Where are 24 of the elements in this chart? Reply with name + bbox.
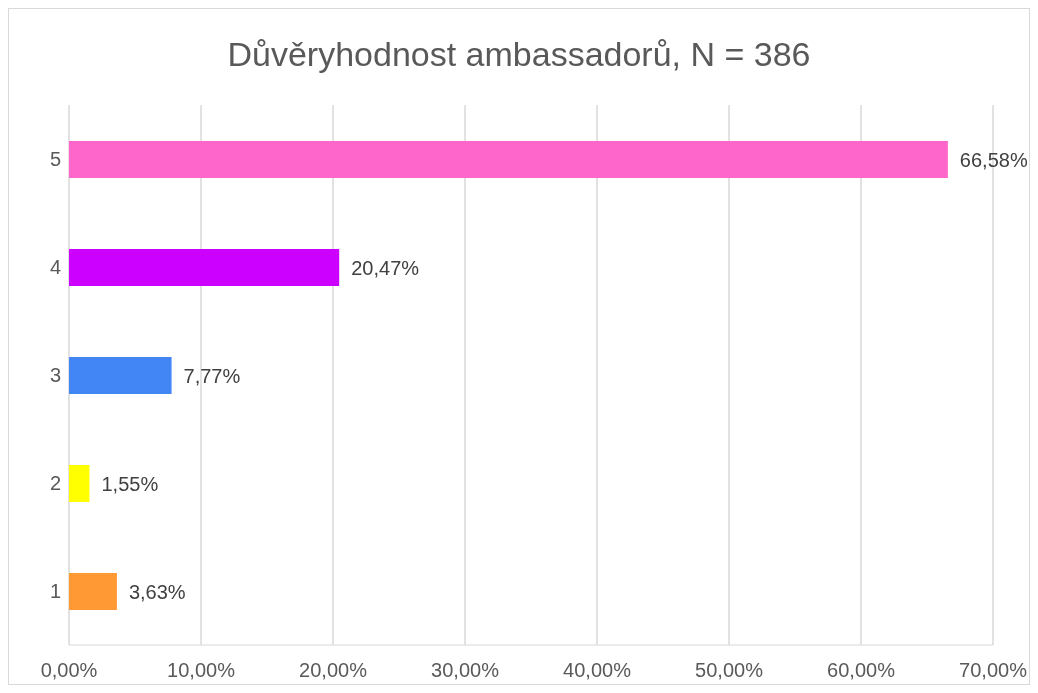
chart-title: Důvěryhodnost ambassadorů, N = 386 bbox=[226, 35, 812, 75]
x-tick-label: 10,00% bbox=[167, 659, 236, 682]
data-label: 3,63% bbox=[128, 580, 186, 603]
bar bbox=[69, 465, 90, 502]
x-tick-label: 50,00% bbox=[695, 659, 764, 682]
y-tick-label: 2 bbox=[49, 472, 61, 495]
y-tick-label: 4 bbox=[49, 256, 61, 279]
y-tick-label: 5 bbox=[49, 148, 61, 171]
x-tick-label: 20,00% bbox=[299, 659, 368, 682]
data-label: 66,58% bbox=[959, 148, 1028, 171]
bar bbox=[69, 141, 948, 178]
data-label: 1,55% bbox=[101, 472, 159, 495]
x-tick-label: 0,00% bbox=[40, 659, 98, 682]
y-tick-label: 3 bbox=[49, 364, 61, 387]
bar bbox=[69, 249, 340, 286]
x-tick-label: 30,00% bbox=[431, 659, 500, 682]
x-tick-label: 70,00% bbox=[959, 659, 1028, 682]
y-tick-label: 1 bbox=[49, 580, 61, 603]
bar bbox=[69, 573, 117, 610]
bar bbox=[69, 357, 172, 394]
data-label: 7,77% bbox=[183, 364, 241, 387]
x-tick-label: 60,00% bbox=[827, 659, 896, 682]
x-tick-label: 40,00% bbox=[563, 659, 632, 682]
data-label: 20,47% bbox=[351, 256, 420, 279]
